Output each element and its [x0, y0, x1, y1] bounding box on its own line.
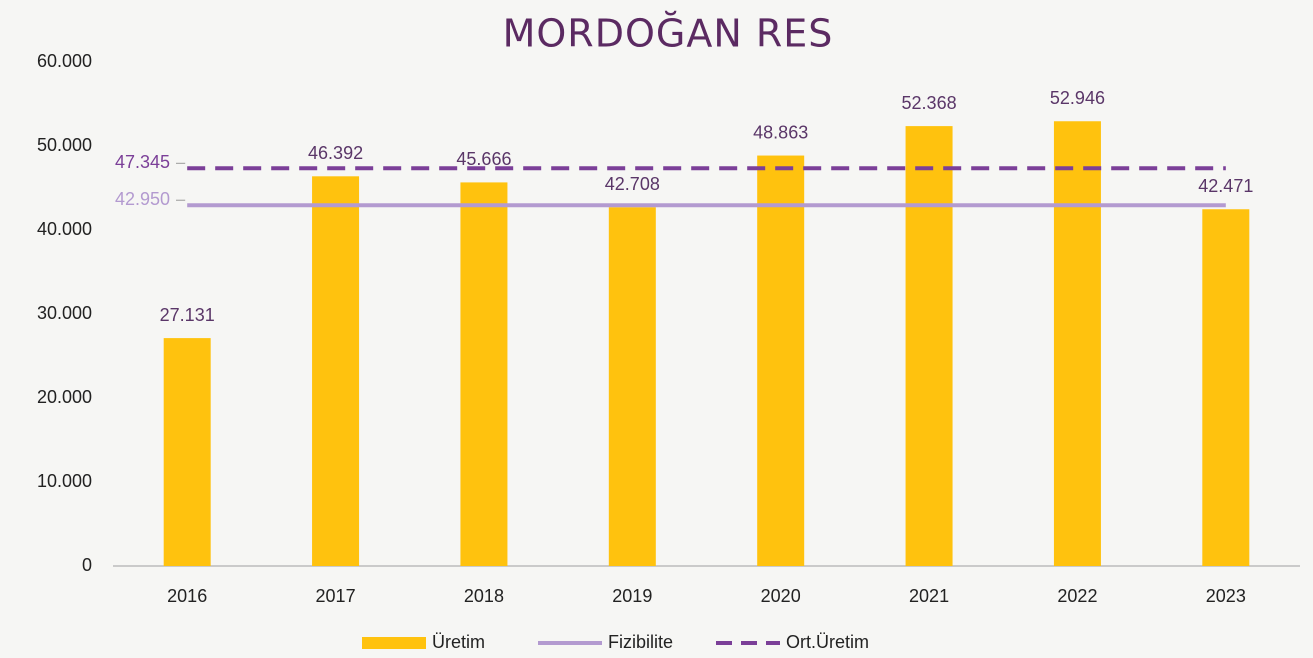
data-label: 45.666	[456, 149, 511, 169]
y-tick-label: 20.000	[37, 387, 92, 407]
chart-title: MORDOĞAN RES	[503, 12, 834, 56]
data-label: 52.946	[1050, 88, 1105, 108]
x-tick-label: 2022	[1057, 586, 1097, 606]
y-tick-label: 40.000	[37, 219, 92, 239]
y-tick-label: 50.000	[37, 135, 92, 155]
bar	[1053, 121, 1101, 566]
data-label: 27.131	[160, 305, 215, 325]
x-tick-label: 2019	[612, 586, 652, 606]
bar	[905, 126, 953, 567]
bar	[460, 182, 508, 567]
x-tick-label: 2020	[761, 586, 801, 606]
data-label: 52.368	[902, 93, 957, 113]
y-tick-label: 10.000	[37, 471, 92, 491]
data-label: 42.471	[1198, 176, 1253, 196]
x-tick-label: 2017	[316, 586, 356, 606]
bar	[312, 176, 360, 567]
x-tick-label: 2018	[464, 586, 504, 606]
legend-swatch	[362, 637, 426, 649]
x-tick-label: 2016	[167, 586, 207, 606]
line-label: 42.950	[115, 189, 170, 209]
legend-label: Ort.Üretim	[786, 632, 869, 652]
bar	[163, 338, 211, 566]
y-tick-label: 30.000	[37, 303, 92, 323]
bar	[608, 207, 656, 566]
line-label: 47.345	[115, 152, 170, 172]
legend-label: Fizibilite	[608, 632, 673, 652]
x-tick-label: 2023	[1206, 586, 1246, 606]
data-label: 46.392	[308, 143, 363, 163]
y-tick-label: 0	[82, 555, 92, 575]
y-tick-label: 60.000	[37, 51, 92, 71]
legend-label: Üretim	[432, 632, 485, 652]
data-label: 42.708	[605, 174, 660, 194]
data-label: 48.863	[753, 122, 808, 142]
x-tick-label: 2021	[909, 586, 949, 606]
bar	[757, 155, 805, 567]
bar	[1202, 209, 1250, 567]
